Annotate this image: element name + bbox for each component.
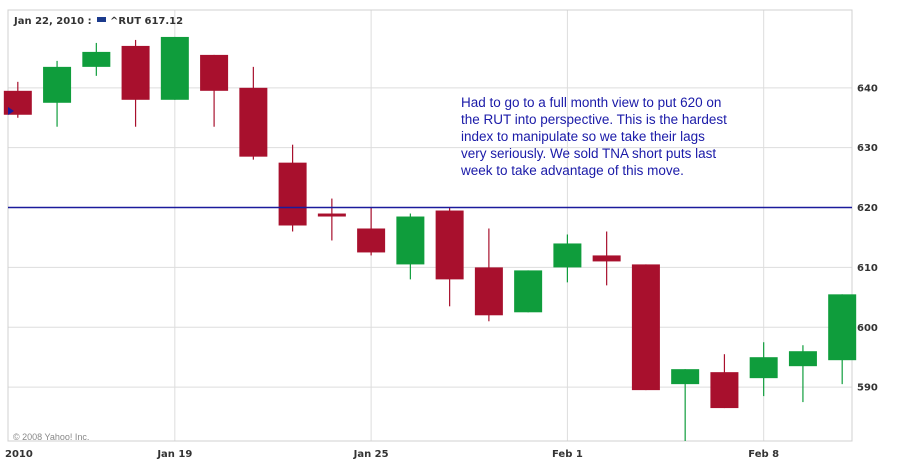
annotation-line: the RUT into perspective. This is the ha… [461, 112, 727, 127]
candles-layer [3, 36, 857, 441]
candle [121, 39, 150, 127]
x-tick-label: Feb 1 [552, 449, 583, 460]
candle-body [435, 210, 464, 280]
candle [3, 81, 32, 118]
candle-body [82, 51, 111, 67]
candle [749, 342, 778, 397]
candle [278, 144, 307, 232]
y-tick-label: 590 [857, 383, 878, 394]
candle [357, 207, 386, 256]
candle-body [239, 87, 268, 157]
candle [200, 54, 229, 127]
copyright-text: © 2008 Yahoo! Inc. [13, 432, 89, 442]
y-tick-label: 620 [857, 203, 878, 214]
candle-body [121, 45, 150, 100]
candle-body [553, 243, 582, 268]
header-date: Jan 22, 2010 : [13, 16, 92, 27]
plot-frame [7, 9, 853, 442]
candle [788, 345, 817, 403]
candle [317, 198, 346, 241]
candle-body [160, 36, 189, 100]
annotation-line: index to manipulate so we take their lag… [461, 129, 705, 144]
candle-body [3, 90, 32, 115]
series-legend-swatch [97, 17, 106, 22]
current-price-marker-icon [8, 107, 14, 115]
candle-body [671, 369, 700, 385]
candle-body [278, 162, 307, 226]
candle-body [357, 228, 386, 253]
annotation-note: Had to go to a full month view to put 62… [460, 95, 727, 178]
candle [592, 231, 621, 286]
candle-body [710, 372, 739, 409]
candle [396, 213, 425, 280]
x-tick-label: Feb 8 [748, 449, 779, 460]
candle-body [474, 267, 503, 316]
annotation-line: week to take advantage of this move. [460, 163, 684, 178]
candle [82, 42, 111, 76]
y-tick-label: 630 [857, 143, 878, 154]
candle [828, 294, 857, 385]
annotation-line: Had to go to a full month view to put 62… [461, 95, 721, 110]
candle [160, 36, 189, 100]
candle [514, 270, 543, 313]
candle [239, 66, 268, 160]
candle-body [200, 54, 229, 91]
candle-body [43, 66, 72, 103]
candle [671, 369, 700, 441]
x-axis-ticks: 2010 Jan 19 Jan 25 Feb 1 Feb 8 [5, 449, 779, 460]
annotation-line: very seriously. We sold TNA short puts l… [461, 146, 716, 161]
x-tick-label: Jan 25 [353, 449, 389, 460]
candle [474, 228, 503, 322]
candle [553, 234, 582, 283]
y-tick-label: 610 [857, 263, 878, 274]
x-tick-label: 2010 [5, 449, 33, 460]
candle-body [592, 255, 621, 262]
candle-body [788, 351, 817, 367]
candle-body [514, 270, 543, 313]
y-tick-label: 640 [857, 83, 878, 94]
candle [435, 207, 464, 307]
header-series: ^RUT 617.12 [110, 16, 183, 27]
y-axis-ticks: 590 600 610 620 630 640 [857, 83, 878, 393]
candle-body [317, 213, 346, 217]
chart-header: Jan 22, 2010 : ^RUT 617.12 [13, 16, 183, 27]
candle [43, 60, 72, 127]
y-tick-label: 600 [857, 323, 878, 334]
candle-body [749, 357, 778, 379]
candle [710, 354, 739, 409]
x-tick-label: Jan 19 [156, 449, 192, 460]
candle-body [828, 294, 857, 361]
candle [631, 264, 660, 391]
candle-body [396, 216, 425, 265]
candle-body [631, 264, 660, 391]
